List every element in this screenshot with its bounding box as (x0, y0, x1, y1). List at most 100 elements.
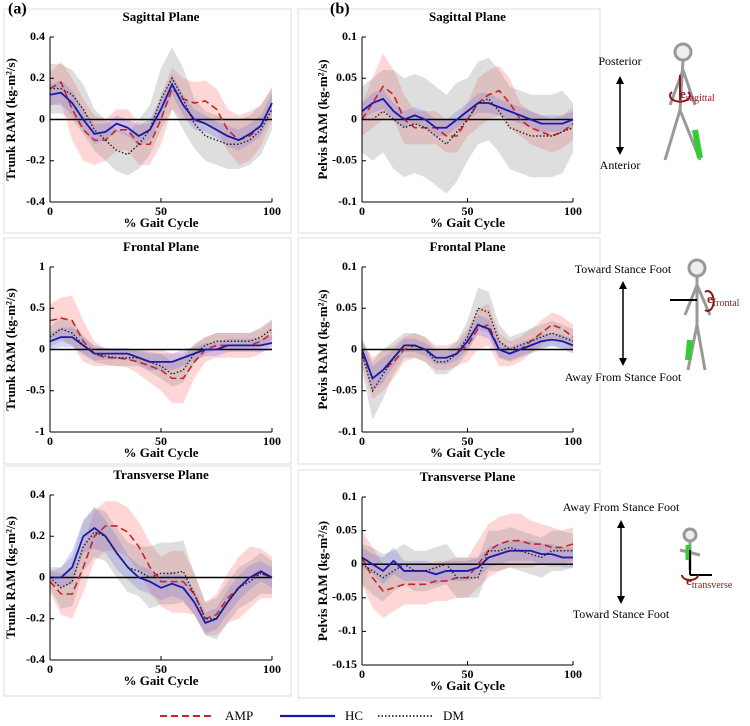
y-tick-label: 0 (39, 111, 45, 125)
panel-frame (297, 469, 601, 699)
arrow-head (616, 147, 624, 155)
y-tick-label: 0 (39, 341, 45, 355)
frame-vectors (669, 75, 715, 581)
mean-line (361, 307, 574, 393)
x-tick-label: 50 (462, 434, 474, 448)
y-tick-label: -0.1 (338, 194, 357, 208)
arrow-head (619, 358, 627, 366)
y-axis-label: Trunk RAM (kg-m²/s) (3, 288, 18, 411)
direction-label: Anterior (600, 158, 641, 172)
mean-line (50, 76, 273, 156)
mean-line (361, 323, 574, 380)
arrow-head (619, 281, 627, 289)
skeleton-icon (663, 42, 712, 570)
x-tick-label: 100 (564, 434, 582, 448)
arrow-head (616, 76, 624, 84)
sd-band (50, 501, 272, 636)
x-tick-label: 50 (155, 204, 167, 218)
x-tick-label: 50 (155, 434, 167, 448)
y-tick-label: 1 (39, 259, 45, 273)
y-tick-label: 0.05 (336, 300, 357, 314)
sd-band (362, 88, 573, 136)
vector-symbol: e (680, 86, 686, 101)
x-axis-label: % Gait Cycle (123, 215, 198, 230)
mean-line (361, 549, 573, 576)
x-tick-label: 0 (47, 204, 53, 218)
sd-band (362, 57, 573, 194)
y-tick-label: -0.1 (338, 424, 357, 438)
x-axis-label: % Gait Cycle (430, 678, 505, 693)
arrow-head (617, 520, 625, 528)
sd-band (50, 316, 272, 387)
arrow-head (617, 596, 625, 604)
x-tick-label: 100 (564, 204, 582, 218)
mean-line (361, 546, 573, 579)
sd-band (50, 507, 272, 634)
x-tick-label: 100 (263, 204, 281, 218)
x-tick-label: 0 (359, 434, 365, 448)
direction-label: Toward Stance Foot (573, 607, 670, 621)
y-tick-label: -0.2 (26, 611, 45, 625)
sd-band (362, 513, 573, 618)
y-tick-label: -0.05 (332, 590, 357, 604)
mean-line (49, 81, 273, 146)
y-tick-label: 0.05 (336, 522, 357, 536)
y-tick-label: 0.4 (30, 29, 45, 43)
vector-label: esagittal (680, 86, 715, 104)
x-axis-label: % Gait Cycle (123, 673, 198, 688)
panel-frame (3, 8, 292, 234)
mean-line (49, 328, 273, 376)
y-axis-label: Trunk RAM (kg-m²/s) (3, 516, 18, 639)
y-tick-label: -1 (35, 424, 45, 438)
x-tick-label: 0 (47, 662, 53, 676)
y-tick-label: -0.1 (338, 623, 357, 637)
vector-label: efrontal (707, 291, 740, 309)
y-tick-label: -0.5 (26, 383, 45, 397)
vector-symbol: e (686, 573, 692, 588)
chart-title: Transverse Plane (420, 469, 516, 484)
y-tick-label: -0.4 (26, 194, 45, 208)
y-tick-label: -0.05 (332, 383, 357, 397)
x-tick-label: 0 (359, 204, 365, 218)
mean-line (49, 82, 273, 142)
y-tick-label: -0.4 (26, 652, 45, 666)
sd-band (362, 304, 573, 399)
vector-subscript: transverse (692, 580, 733, 591)
y-tick-label: -0.2 (26, 153, 45, 167)
y-tick-label: 0 (351, 111, 357, 125)
mean-line (361, 323, 574, 380)
y-tick-label: 0.05 (336, 70, 357, 84)
legend-label: HC (345, 708, 363, 723)
x-tick-label: 0 (359, 667, 365, 681)
chart-title: Transverse Plane (113, 467, 209, 482)
mean-line (361, 85, 574, 137)
y-tick-label: 0.5 (30, 300, 45, 314)
panel-frame (3, 237, 292, 465)
panel-label: (b) (330, 1, 350, 18)
x-tick-label: 50 (155, 662, 167, 676)
chart-title: Frontal Plane (123, 239, 199, 254)
mean-line (49, 531, 273, 620)
x-axis-label: % Gait Cycle (430, 215, 505, 230)
chart-title: Sagittal Plane (429, 9, 506, 24)
x-axis-label: % Gait Cycle (430, 445, 505, 460)
direction-label: Away From Stance Foot (563, 500, 680, 514)
y-tick-label: 0 (351, 556, 357, 570)
sd-band (362, 287, 573, 420)
y-tick-label: 0.2 (30, 70, 45, 84)
panel-frame (297, 8, 601, 234)
y-tick-label: 0.2 (30, 528, 45, 542)
mean-line (361, 97, 574, 129)
y-tick-label: -0.05 (332, 153, 357, 167)
x-tick-label: 100 (263, 434, 281, 448)
x-tick-label: 0 (47, 434, 53, 448)
x-tick-label: 50 (462, 667, 474, 681)
y-axis-label: Pelvis RAM (kg-m²/s) (315, 521, 330, 641)
y-tick-label: 0 (351, 341, 357, 355)
direction-label: Posterior (598, 54, 641, 68)
y-tick-label: 0.1 (342, 29, 357, 43)
y-tick-label: 0.1 (342, 259, 357, 273)
sd-band (50, 47, 272, 176)
